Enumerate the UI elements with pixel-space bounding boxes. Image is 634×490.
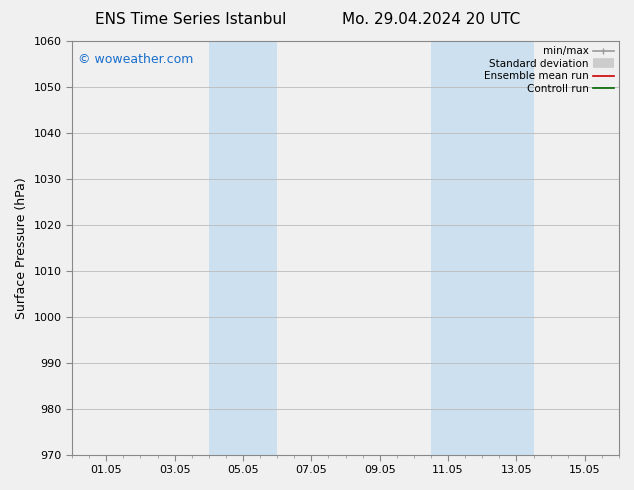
Text: © woweather.com: © woweather.com <box>77 53 193 67</box>
Text: ENS Time Series Istanbul: ENS Time Series Istanbul <box>94 12 286 27</box>
Legend: min/max, Standard deviation, Ensemble mean run, Controll run: min/max, Standard deviation, Ensemble me… <box>481 43 617 97</box>
Bar <box>431 41 534 455</box>
Bar <box>209 41 277 455</box>
Text: Mo. 29.04.2024 20 UTC: Mo. 29.04.2024 20 UTC <box>342 12 521 27</box>
Y-axis label: Surface Pressure (hPa): Surface Pressure (hPa) <box>15 177 28 318</box>
